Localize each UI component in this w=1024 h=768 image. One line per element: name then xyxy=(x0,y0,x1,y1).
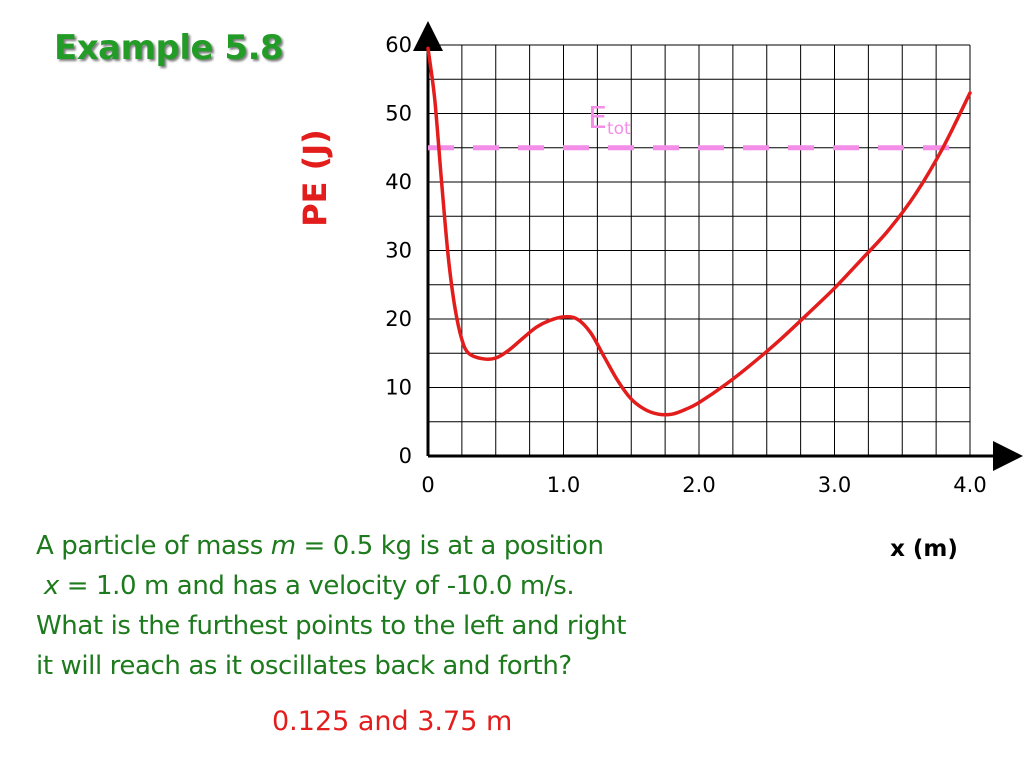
y-tick-label: 10 xyxy=(385,376,412,400)
y-tick-labels: 0 10 20 30 40 50 60 xyxy=(385,33,412,468)
y-tick-label: 0 xyxy=(399,444,412,468)
question-line: A particle of mass m = 0.5 kg is at a po… xyxy=(36,531,604,561)
potential-energy-curve xyxy=(426,46,972,417)
question-line: it will reach as it oscillates back and … xyxy=(36,651,572,681)
question-line: x = 1.0 m and has a velocity of -10.0 m/… xyxy=(43,571,575,601)
y-tick-label: 30 xyxy=(385,239,412,263)
series-group xyxy=(426,46,972,417)
x-tick-labels: 0 1.0 2.0 3.0 4.0 xyxy=(421,473,986,497)
y-tick-label: 20 xyxy=(385,307,412,331)
x-tick-label: 1.0 xyxy=(547,473,580,497)
x-axis-label: x (m) xyxy=(890,536,958,562)
y-tick-label: 40 xyxy=(385,170,412,194)
y-tick-label: 60 xyxy=(385,33,412,57)
y-axis-label: PE (J) xyxy=(296,129,334,227)
grid-lines xyxy=(428,44,971,456)
total-energy-label: Etot xyxy=(588,101,631,139)
y-tick-label: 50 xyxy=(385,102,412,126)
x-tick-label: 2.0 xyxy=(682,473,715,497)
x-tick-label: 4.0 xyxy=(953,473,986,497)
question-text: A particle of mass m = 0.5 kg is at a po… xyxy=(36,526,876,686)
answer-text: 0.125 and 3.75 m xyxy=(272,706,513,737)
x-tick-label: 0 xyxy=(421,473,434,497)
x-tick-label: 3.0 xyxy=(818,473,851,497)
question-line: What is the furthest points to the left … xyxy=(36,611,627,641)
slide-title: Example 5.8 xyxy=(54,28,284,68)
